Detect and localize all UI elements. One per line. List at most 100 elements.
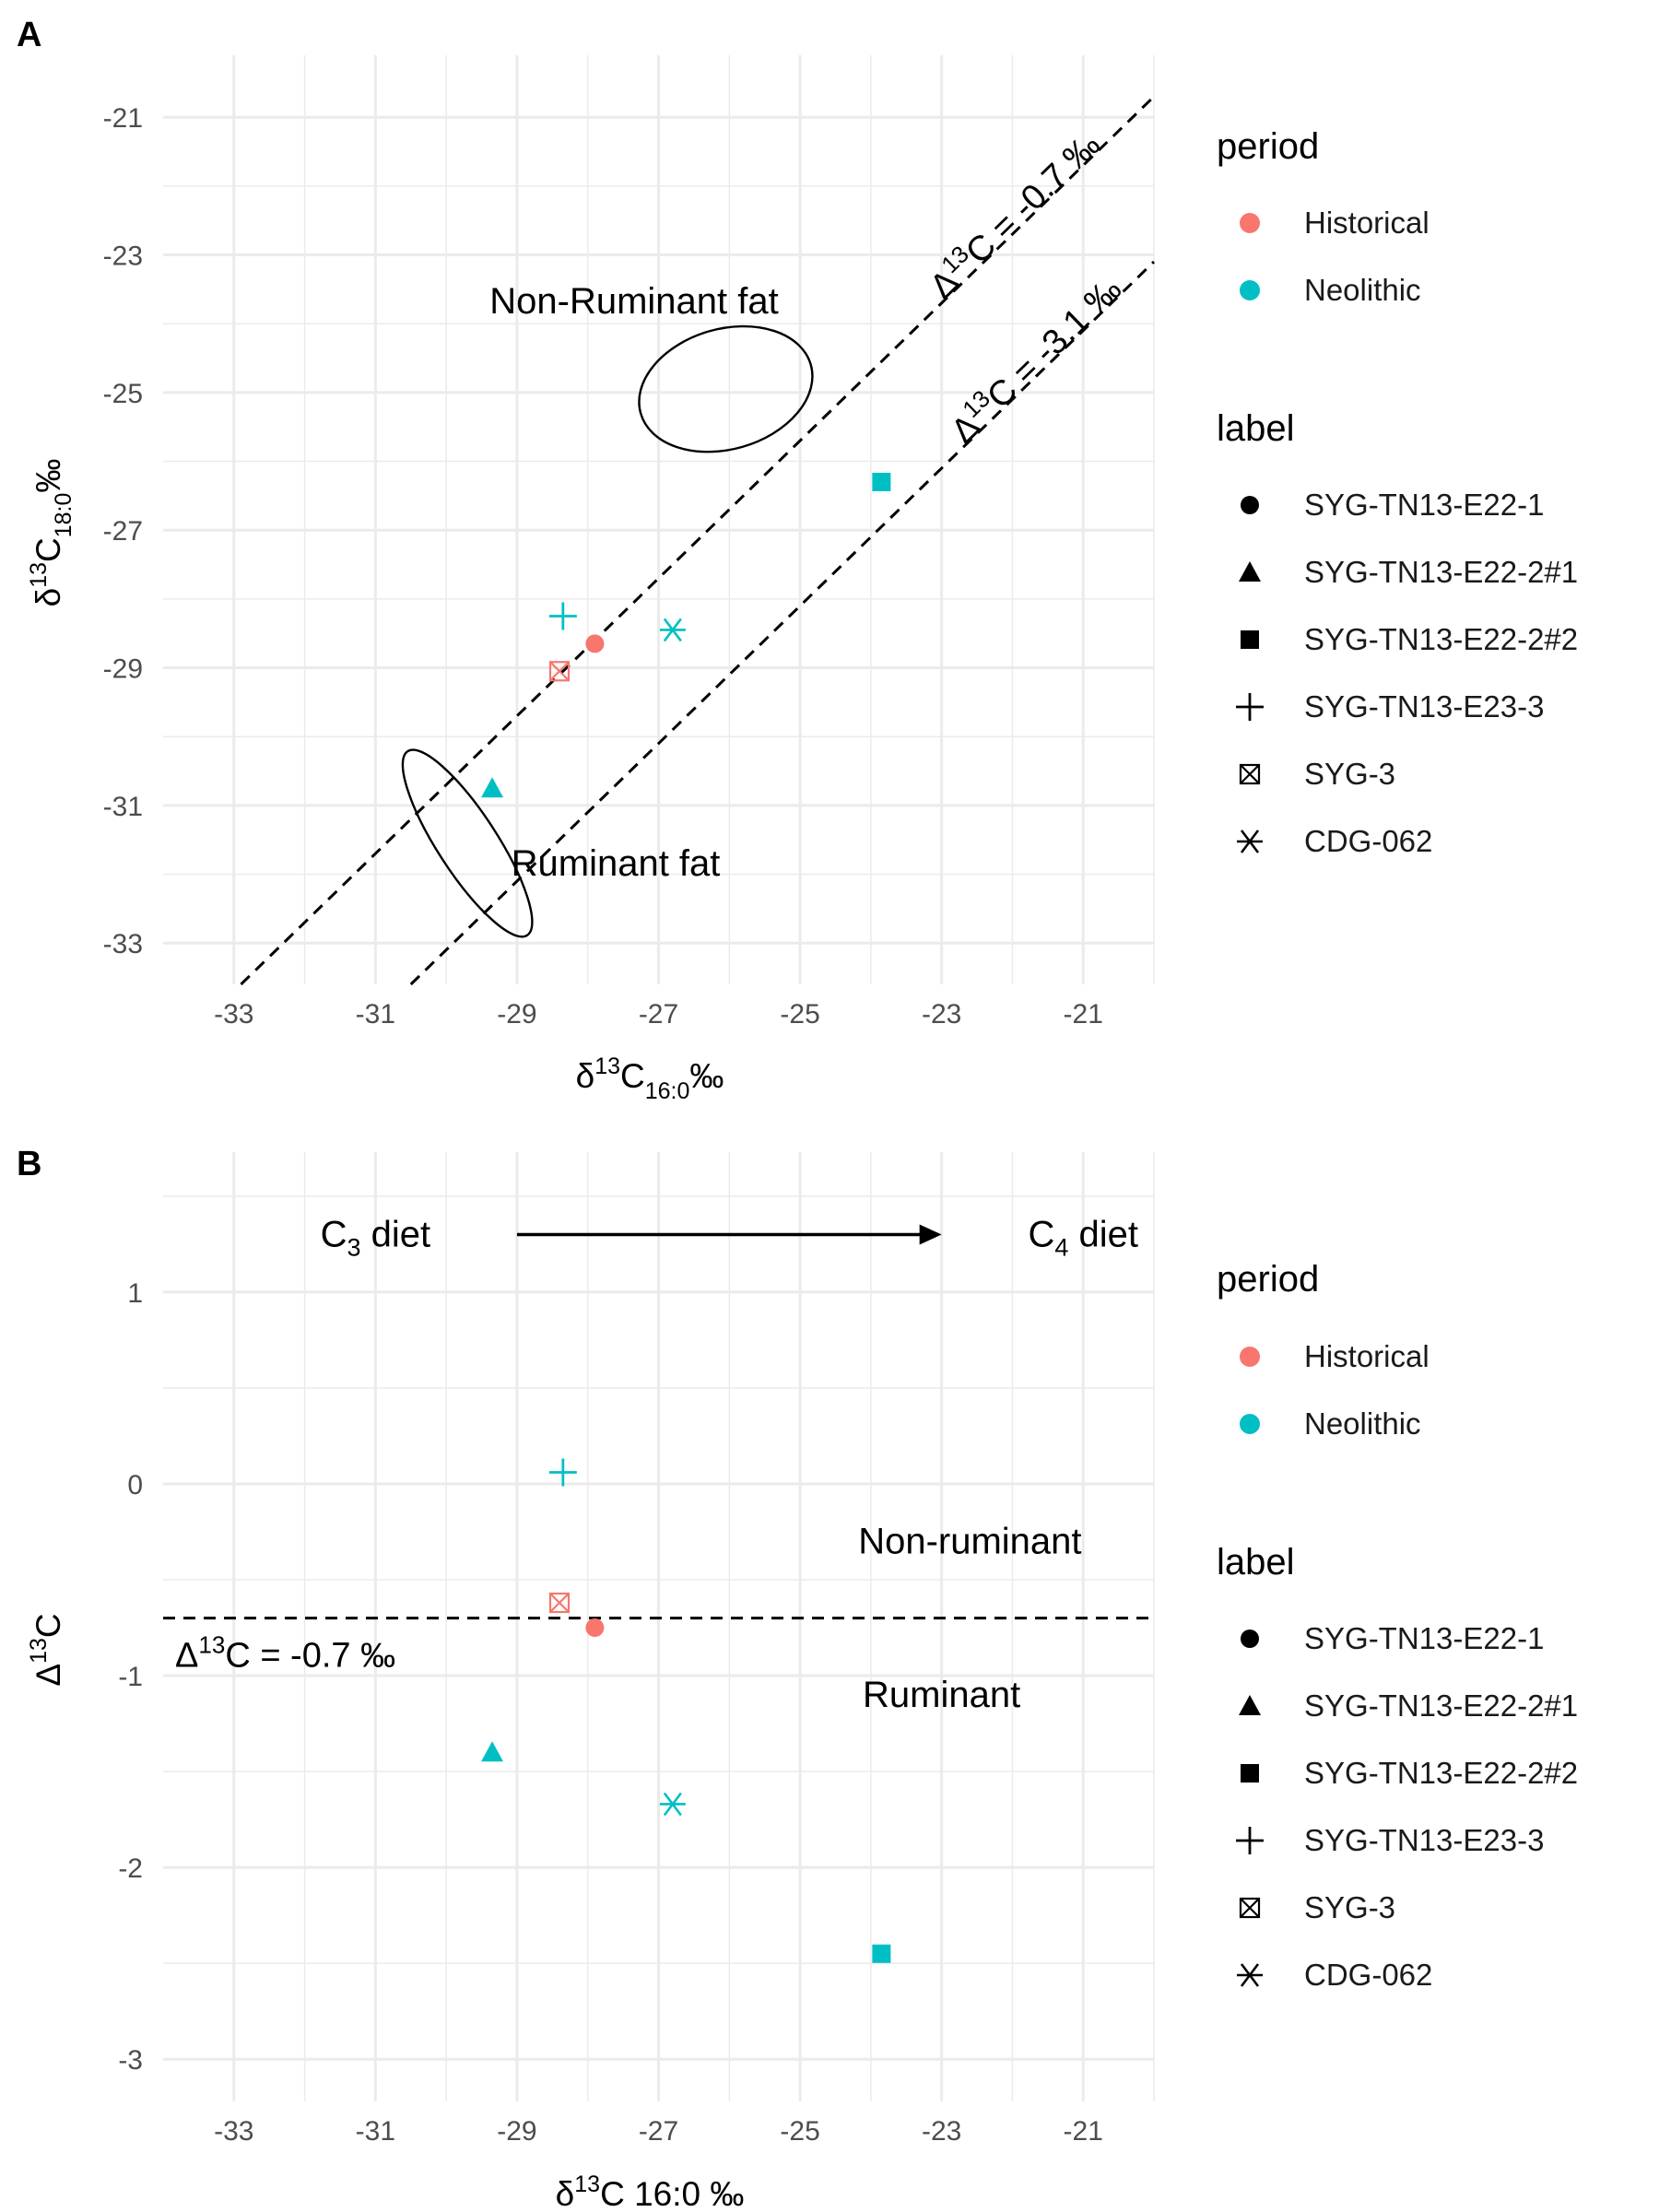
panel-b-x-tick-label: -27: [639, 2116, 678, 2147]
panel-a-x-tick-label: -23: [922, 999, 961, 1030]
legend-period-swatch-neolithic: [1240, 280, 1260, 300]
legend-label-swatch-syg-tn13-e22-1: [1241, 1630, 1259, 1648]
panel-b-y-tick-label: -2: [118, 1853, 143, 1884]
legend-label-swatch-syg-tn13-e22-2-1: [1239, 1695, 1261, 1715]
panel-a-point-syg-tn13-e22-2-2: [872, 472, 891, 491]
panel-a-x-tick-label: -27: [639, 999, 678, 1030]
panel-a-y-tick-label: -29: [103, 654, 143, 685]
panel-b-arrow-head: [919, 1224, 942, 1245]
legend-label-swatch-cdg-062: [1237, 1963, 1263, 1987]
panel-a-regions: Non-Ruminant fat Ruminant fat: [401, 281, 814, 938]
panel-b-point-syg-tn13-e22-1: [585, 1618, 605, 1638]
panel-a-tag: A: [17, 16, 41, 54]
panel-b-c3-diet-label: C3 diet: [321, 1214, 431, 1261]
panel-b-y-tick-label: 1: [127, 1278, 143, 1309]
panel-b-point-syg-tn13-e22-2-1: [481, 1741, 504, 1762]
legend-period-label-historical: Historical: [1304, 206, 1430, 240]
panel-a-reference-line-label-1: Δ13C = -0.7 ‰: [919, 122, 1108, 307]
legend-label-swatch-syg-tn13-e22-2-1: [1239, 561, 1261, 582]
panel-a-points: [481, 472, 891, 798]
panel-b-x-tick-label: -25: [780, 2116, 819, 2147]
legend-label-text-syg-3: SYG-3: [1304, 1890, 1395, 1924]
panel-b-hline-label: Δ13C = -0.7 ‰: [175, 1631, 395, 1676]
legend-label-swatch-syg-tn13-e22-2-2: [1241, 630, 1259, 649]
legend-label-swatch-syg-3: [1239, 1897, 1261, 1919]
panel-a-x-axis-title: δ13C16:0‰: [576, 1053, 724, 1104]
panel-b-grid: [163, 1152, 1155, 2101]
panel-b-y-tick-label: -3: [118, 2045, 143, 2076]
legend-label-text-syg-tn13-e22-2-2: SYG-TN13-E22-2#2: [1304, 622, 1578, 656]
panel-b-point-syg-tn13-e23-3: [548, 1458, 577, 1487]
legend-label-swatch-syg-tn13-e22-1: [1241, 496, 1259, 514]
legend-label-text-syg-tn13-e22-1: SYG-TN13-E22-1: [1304, 1621, 1544, 1655]
legend-period-label-historical: Historical: [1304, 1339, 1430, 1373]
legend-period-swatch-historical: [1240, 1347, 1260, 1367]
legend-label-text-syg-tn13-e23-3: SYG-TN13-E23-3: [1304, 689, 1544, 724]
panel-a-x-tick-label: -31: [356, 999, 395, 1030]
panel-b-points: [481, 1458, 891, 1963]
legend-period-swatch-historical: [1240, 213, 1260, 233]
panel-a-x-tick-label: -21: [1064, 999, 1103, 1030]
panel-a: A -33 -31 -29 -27 -25 -23 -21 -33 -31 -29 -27 -25 -2…: [17, 16, 1156, 1104]
panel-b-x-tick-label: -29: [497, 2116, 536, 2147]
legend-label-text-cdg-062: CDG-062: [1304, 1958, 1432, 1992]
legend-period-label-neolithic: Neolithic: [1304, 273, 1421, 307]
panel-a-x-tick-label: -25: [780, 999, 819, 1030]
panel-b-y-tick-label: 0: [127, 1470, 143, 1500]
panel-a-x-tick-label: -33: [214, 999, 253, 1030]
panel-a-reference-line-label-2: Δ13C = -3.1 ‰: [940, 265, 1129, 451]
panel-b-region-label-ruminant: Ruminant: [863, 1675, 1020, 1715]
legend-period-title: period: [1217, 126, 1319, 167]
legend-period-label-neolithic: Neolithic: [1304, 1406, 1421, 1441]
legend-label-text-syg-tn13-e22-2-1: SYG-TN13-E22-2#1: [1304, 1688, 1578, 1723]
panel-b-axes: -33 -31 -29 -27 -25 -23 -21 -3 -2 -1 0 1: [118, 1278, 1103, 2147]
panel-a-y-tick-label: -21: [103, 103, 143, 134]
panel-b-y-axis-title: Δ13C: [26, 1613, 67, 1686]
panel-a-y-tick-label: -23: [103, 241, 143, 272]
legend-label-swatch-syg-3: [1239, 763, 1261, 785]
panel-a-y-tick-label: -31: [103, 792, 143, 822]
legend-label-title: label: [1217, 1542, 1295, 1583]
legend-label-text-syg-3: SYG-3: [1304, 757, 1395, 791]
panel-b-point-cdg-062: [659, 1792, 686, 1817]
legend-label-text-syg-tn13-e22-2-1: SYG-TN13-E22-2#1: [1304, 555, 1578, 589]
panel-a-point-syg-3: [548, 661, 571, 682]
panel-b-y-tick-label: -1: [118, 1662, 143, 1692]
panel-a-region-label-ruminant-fat: Ruminant fat: [512, 843, 721, 884]
panel-a-y-tick-label: -33: [103, 929, 143, 959]
legend-label-text-syg-tn13-e22-1: SYG-TN13-E22-1: [1304, 488, 1544, 522]
panel-b-x-axis-title: δ13C 16:0 ‰: [556, 2171, 745, 2212]
panel-a-point-syg-tn13-e23-3: [548, 602, 577, 630]
legend-label-text-syg-tn13-e22-2-2: SYG-TN13-E22-2#2: [1304, 1756, 1578, 1790]
panel-b-tag: B: [17, 1145, 41, 1183]
panel-a-point-syg-tn13-e22-2-1: [481, 777, 504, 798]
legend-label-swatch-cdg-062: [1237, 830, 1263, 853]
panel-b-annotations: C3 diet C4 diet Non-ruminant Ruminant: [321, 1214, 1138, 1714]
panel-b-x-tick-label: -33: [214, 2116, 253, 2147]
panel-a-region-label-non-ruminant-fat: Non-Ruminant fat: [489, 281, 778, 322]
panel-b-reference-line: Δ13C = -0.7 ‰: [163, 1617, 1154, 1676]
legend-label-text-cdg-062: CDG-062: [1304, 824, 1432, 858]
panel-b-c4-diet-label: C4 diet: [1028, 1214, 1138, 1261]
panel-b-legend: period Historical Neolithic label SYG-TN1…: [1217, 1259, 1578, 1992]
panel-a-y-axis-title: δ13C18:0‰: [26, 459, 76, 607]
panel-b-point-syg-3: [548, 1592, 571, 1614]
panel-a-point-cdg-062: [659, 618, 686, 642]
panel-a-grid: [163, 55, 1155, 984]
panel-b-x-tick-label: -23: [922, 2116, 961, 2147]
legend-label-text-syg-tn13-e23-3: SYG-TN13-E23-3: [1304, 1823, 1544, 1857]
panel-a-reference-line-1: [240, 95, 1156, 986]
panel-b-region-label-non-ruminant: Non-ruminant: [858, 1521, 1081, 1561]
panel-a-y-tick-label: -25: [103, 379, 143, 409]
legend-label-swatch-syg-tn13-e23-3: [1236, 693, 1264, 721]
panel-b-point-syg-tn13-e22-2-2: [872, 1944, 891, 1963]
panel-a-region-ellipse-non-ruminant-fat: [638, 324, 814, 453]
panel-a-region-ellipse-ruminant-fat: [401, 748, 534, 938]
legend-period-swatch-neolithic: [1240, 1414, 1260, 1434]
panel-a-y-tick-label: -27: [103, 516, 143, 547]
legend-label-swatch-syg-tn13-e23-3: [1236, 1827, 1264, 1854]
legend-label-title: label: [1217, 408, 1295, 449]
panel-a-x-tick-label: -29: [497, 999, 536, 1030]
panel-a-reference-line-2: [409, 260, 1156, 986]
